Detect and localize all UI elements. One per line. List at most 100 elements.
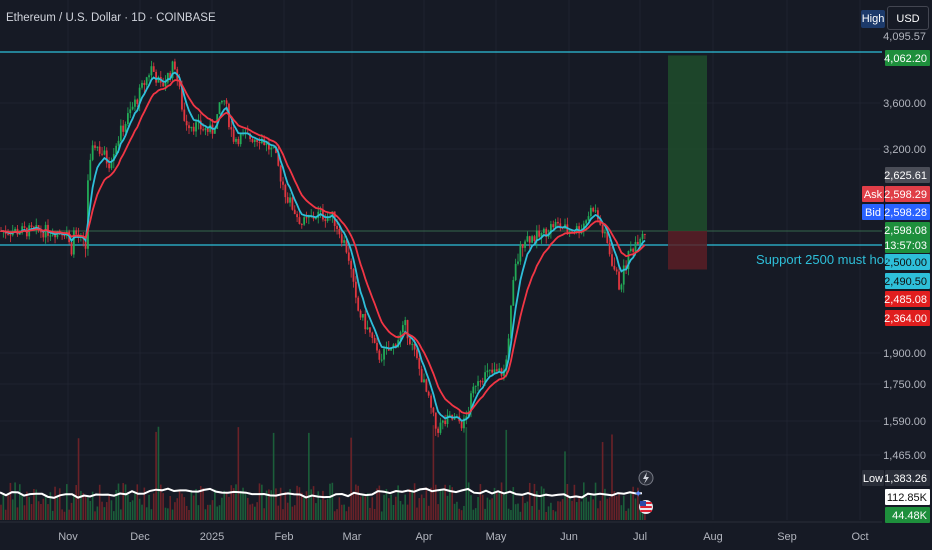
candle-body <box>84 238 87 249</box>
volume-bar <box>127 494 129 520</box>
volume-bar <box>543 488 545 520</box>
candle-body <box>418 358 421 369</box>
candle-body <box>293 209 296 215</box>
volume-bar <box>387 498 390 520</box>
candle-body <box>183 109 186 121</box>
svg-text:2,500.00: 2,500.00 <box>884 257 927 269</box>
volume-bar <box>538 509 540 520</box>
volume-bar <box>376 488 378 520</box>
position-stop-zone <box>668 230 707 270</box>
flag-icon[interactable] <box>639 500 653 514</box>
volume-bar <box>174 502 176 520</box>
volume-bar <box>148 494 150 520</box>
candle-body <box>526 236 529 242</box>
volume-bar <box>117 483 120 520</box>
volume-bar <box>319 499 322 520</box>
candle-body <box>634 241 637 252</box>
high-button[interactable]: High <box>861 10 885 28</box>
candle-body <box>354 281 357 298</box>
candle-body <box>251 139 254 142</box>
volume-bar <box>263 508 265 520</box>
volume-bar <box>416 507 418 520</box>
candle-body <box>181 86 183 110</box>
candle-body <box>639 238 642 245</box>
volume-bar <box>308 432 310 520</box>
candle-body <box>174 61 176 70</box>
volume-bar <box>289 489 291 520</box>
volume-bar <box>192 495 195 520</box>
candle-body <box>587 216 590 221</box>
ma-fast-line <box>1 71 646 422</box>
date-axis[interactable]: Nov Dec 2025 Feb Mar Apr May Jun Jul Aug Sep Oct <box>0 521 882 543</box>
candle-body <box>117 140 120 146</box>
candle-body <box>35 225 38 228</box>
volume-bar <box>164 507 167 520</box>
price-tick-label: 3,600.00 <box>883 98 926 110</box>
candle-body <box>23 226 26 228</box>
volume-bar <box>397 485 399 520</box>
support-annotation[interactable]: Support 2500 must hold <box>756 252 895 267</box>
position-tool[interactable] <box>668 55 707 270</box>
currency-button[interactable]: USD <box>887 6 929 30</box>
volume-bar <box>453 503 456 520</box>
volume-bar <box>465 427 468 520</box>
volume-bar <box>632 486 634 520</box>
price-axis[interactable]: 4,095.57 3,600.00 3,200.00 1,900.00 1,750.00… <box>862 0 932 550</box>
candle-body <box>49 235 52 237</box>
candle-body <box>232 129 235 142</box>
volume-bar <box>324 499 327 520</box>
chart-icons[interactable]: ✦ <box>634 470 654 514</box>
candle-body <box>291 197 294 210</box>
lightning-icon[interactable] <box>638 470 654 486</box>
candle-body <box>477 381 479 386</box>
volume-bar <box>232 488 235 520</box>
candle-body <box>568 231 571 233</box>
volume-bar <box>317 491 320 520</box>
volume-bar <box>296 485 298 520</box>
volume-bar <box>481 494 484 520</box>
volume-bar <box>178 489 181 520</box>
horizontal-levels[interactable] <box>0 51 882 246</box>
volume-bar <box>268 489 270 520</box>
volume-bar <box>115 490 117 520</box>
candle-body <box>465 416 468 419</box>
candle-body <box>437 428 439 433</box>
candle-body <box>618 271 620 290</box>
volume-bar <box>80 490 82 520</box>
volume-bar <box>552 510 555 520</box>
candle-body <box>582 223 585 231</box>
volume-bar <box>190 490 193 520</box>
volume-bar <box>44 494 47 520</box>
candle-body <box>21 226 24 233</box>
candle-body <box>110 161 113 169</box>
candle-body <box>604 232 606 234</box>
volume-bar <box>331 482 334 520</box>
volume-bar <box>101 501 103 520</box>
volume-bar <box>207 504 209 520</box>
volume-bar <box>326 498 329 520</box>
candle-body <box>319 210 322 212</box>
price-tag-prefix <box>862 470 884 486</box>
svg-text:✦: ✦ <box>634 489 642 500</box>
candle-body <box>439 422 442 433</box>
date-tick-label: Sep <box>777 531 797 543</box>
candle-body <box>164 82 167 87</box>
volume-bar <box>2 494 5 520</box>
volume-bar <box>202 488 204 520</box>
price-tick-label: 4,095.57 <box>883 31 926 43</box>
candle-body <box>192 126 195 132</box>
volume-bar <box>357 485 359 520</box>
candle-body <box>535 230 538 242</box>
volume-bar <box>211 500 214 520</box>
candle-body <box>441 420 444 423</box>
candle-body <box>221 100 223 103</box>
volume-bar <box>601 442 604 520</box>
volume-bar <box>583 482 585 520</box>
candle-body <box>239 134 242 145</box>
volume-bar <box>444 484 446 520</box>
volume-bar <box>392 504 395 520</box>
date-tick-label: Aug <box>703 531 723 543</box>
candle-body <box>613 265 616 270</box>
